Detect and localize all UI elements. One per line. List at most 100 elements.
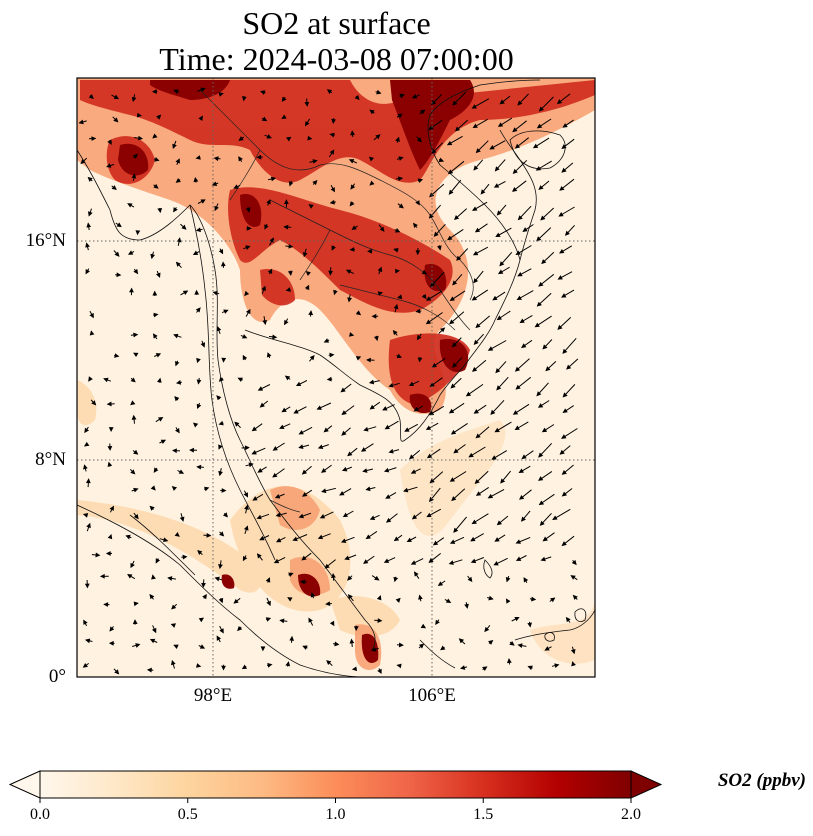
wind-arrow-head [195,227,201,233]
wind-arrow-head [237,625,243,632]
wind-arrow-head [452,280,458,286]
wind-arrow-head [393,303,399,310]
wind-arrow-head [565,616,571,623]
wind-arrow-head [214,205,219,212]
wind-arrow-head [170,659,176,666]
wind-arrow-head [308,204,314,209]
wind-arrow-head [163,537,169,543]
wind-arrow-head [406,537,412,543]
wind-arrow-head [562,123,568,128]
wind-arrow-head [474,227,481,233]
wind-arrow-head [156,114,162,120]
wind-arrow-head [200,87,206,93]
wind-arrow-head [458,638,465,644]
map-title: SO2 at surface [242,5,431,41]
wind-arrow-head [440,645,446,651]
wind-arrow-head [316,405,322,410]
wind-arrow-head [308,617,313,623]
wind-arrow-head [536,391,542,397]
wind-arrow-head [269,237,274,243]
wind-arrow-head [473,278,479,284]
wind-arrow-head [287,597,293,602]
wind-arrow-head [374,335,379,342]
wind-arrow-head [557,324,563,330]
wind-arrow-head [106,163,112,168]
wind-arrow-head [108,640,114,646]
wind-arrow-head [157,208,163,214]
wind-arrow-head [505,576,511,583]
wind-arrow-head [264,224,269,230]
wind-arrow-head [167,576,173,581]
wind-arrow-head [339,490,345,496]
wind-arrow-head [216,635,222,641]
wind-arrow-head [176,380,182,385]
wind-arrow-head [329,149,335,155]
wind-arrow-head [388,382,394,388]
wind-arrow-head [365,534,371,540]
wind-arrow-head [245,245,251,250]
wind-arrow-head [552,515,558,520]
wind-arrow-head [324,563,330,569]
wind-arrow-head [178,469,185,474]
wind-arrow-head [279,618,285,624]
wind-arrow-head [456,255,462,261]
wind-arrow-head [149,593,155,600]
colorbar-extend-max [630,770,663,799]
wind-arrow-head [238,136,244,141]
wind-arrow-head [512,410,519,415]
wind-arrow-head [155,558,161,564]
wind-arrow-head [80,159,86,165]
wind-arrow-head [540,556,546,562]
wind-arrow-head [537,476,544,481]
wind-arrow-head [494,427,500,433]
wind-arrow-head [116,272,122,278]
wind-arrow-head [542,344,548,350]
wind-arrow-head [211,181,218,186]
wind-arrow-head [84,427,90,434]
wind-arrow-head [470,536,476,542]
wind-arrow-head [369,404,375,410]
wind-arrow-head [519,318,525,324]
wind-arrow-head [516,295,522,301]
wind-arrow-head [541,427,548,433]
wind-arrow-head [376,89,382,95]
wind-arrow-head [84,638,91,644]
wind-arrow-head [527,622,533,628]
wind-arrow-head [136,112,142,118]
wind-arrow-head [512,187,518,192]
wind-arrow-head [452,362,458,368]
wind-arrow-head [564,230,570,236]
wind-arrow-head [465,391,472,397]
wind-arrow-head [363,426,369,432]
wind-arrow-head [317,444,324,449]
wind-arrow-head [536,123,543,129]
wind-arrow-head [189,447,195,453]
wind-arrow-head [175,261,181,267]
wind-arrow-head [561,469,567,475]
wind-arrow-head [408,381,415,387]
wind-arrow-head [201,582,206,588]
wind-arrow-head [496,315,502,321]
wind-arrow-head [152,290,158,296]
colorbar [8,770,663,803]
wind-arrow-head [453,448,459,454]
wind-arrow-head [393,536,400,542]
wind-arrow-head [451,496,457,502]
wind-arrow-head [448,408,455,414]
wind-arrow-head [520,516,526,522]
wind-arrow-head [262,319,268,326]
wind-arrow-head [295,381,302,386]
wind-arrow-head [170,623,176,628]
wind-arrow-head [265,577,271,583]
wind-arrow-head [397,113,403,119]
wind-arrow-head [312,159,318,164]
wind-arrow-head [558,212,564,217]
wind-arrow-head [298,444,304,449]
wind-arrow-head [198,617,205,623]
wind-vector-field [78,87,579,675]
wind-arrow-head [257,386,264,391]
wind-arrow-head [350,130,355,136]
wind-arrow-head [473,165,479,171]
wind-arrow-head [283,199,289,204]
wind-arrow-head [532,143,539,149]
